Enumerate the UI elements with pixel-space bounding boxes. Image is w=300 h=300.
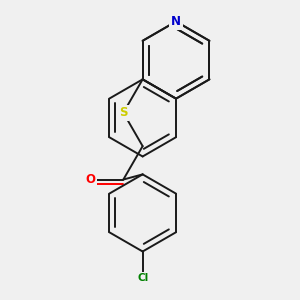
Text: O: O [85,173,96,186]
Text: S: S [119,106,128,119]
Text: N: N [171,15,181,28]
Text: Cl: Cl [137,274,148,284]
